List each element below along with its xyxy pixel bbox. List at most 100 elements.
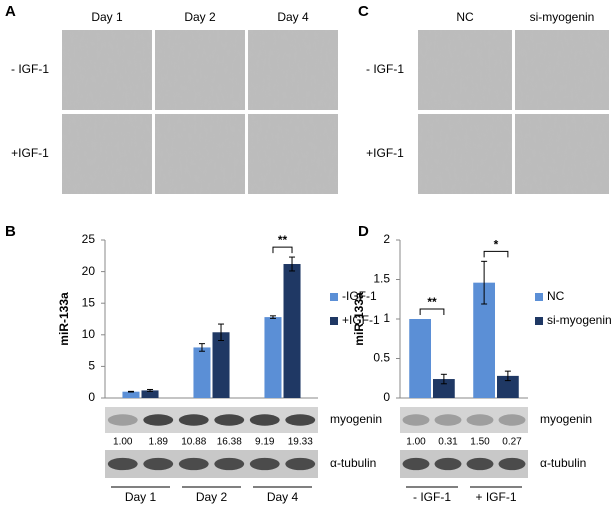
blot-band: [402, 457, 430, 471]
blot-band-label: myogenin: [330, 412, 382, 426]
legend-label: NC: [547, 289, 565, 303]
bar: [283, 264, 301, 398]
micrograph-texture: [418, 114, 512, 194]
panel-label: B: [5, 223, 16, 240]
micrograph-texture: [155, 30, 245, 110]
blot-band: [466, 414, 494, 426]
y-tick-label: 0.5: [373, 351, 390, 365]
x-tick-label: Day 2: [196, 490, 228, 504]
column-label: Day 1: [91, 10, 123, 24]
blot-quantity: 10.88: [181, 437, 206, 448]
micrograph-texture: [62, 30, 152, 110]
blot-quantity: 1.89: [149, 437, 169, 448]
bar: [193, 347, 211, 398]
blot-band: [178, 414, 209, 426]
column-label: Day 2: [184, 10, 216, 24]
significance-bracket: [483, 250, 509, 258]
blot-quantity: 16.38: [217, 437, 242, 448]
y-axis-label: miR-133a: [57, 292, 71, 346]
x-tick-label: + IGF-1: [475, 490, 516, 504]
blot-strip: [105, 407, 318, 433]
bar: [264, 317, 282, 398]
x-tick-label: Day 4: [267, 490, 299, 504]
blot-band: [285, 414, 316, 426]
blot-quantity: 1.00: [113, 437, 133, 448]
bar: [141, 390, 159, 398]
blot-band: [143, 414, 174, 426]
significance-label: **: [278, 233, 288, 247]
column-label: Day 4: [277, 10, 309, 24]
blot-band-label: myogenin: [540, 412, 592, 426]
panel-label: C: [358, 3, 369, 20]
blot-band: [434, 457, 462, 471]
legend-swatch: [535, 317, 543, 325]
blot-band: [178, 457, 209, 471]
bar: [433, 379, 455, 398]
y-tick-label: 25: [82, 232, 96, 246]
blot-band: [249, 414, 280, 426]
micrograph-texture: [515, 30, 609, 110]
blot-band: [466, 457, 494, 471]
blot-band-label: α-tubulin: [330, 456, 376, 470]
blot-band: [143, 457, 174, 471]
x-tick-label: - IGF-1: [413, 490, 451, 504]
y-tick-label: 15: [82, 295, 96, 309]
blot-band: [285, 457, 316, 471]
micrograph-texture: [62, 114, 152, 194]
blot-quantity: 19.33: [288, 437, 313, 448]
row-label: +IGF-1: [366, 146, 404, 160]
micrograph-texture: [248, 114, 338, 194]
blot-band: [107, 457, 138, 471]
blot-strip: [400, 407, 528, 433]
row-label: - IGF-1: [366, 62, 404, 76]
blot-band: [402, 414, 430, 426]
blot-quantity: 1.00: [406, 437, 426, 448]
legend-swatch: [535, 293, 543, 301]
significance-bracket: [419, 308, 445, 315]
blot-band: [498, 457, 526, 471]
blot-band: [434, 414, 462, 426]
panel-label: A: [5, 3, 16, 20]
significance-bracket: [272, 246, 293, 254]
blot-band-label: α-tubulin: [540, 456, 586, 470]
column-label: NC: [456, 10, 474, 24]
y-tick-label: 2: [383, 232, 390, 246]
bar: [497, 375, 519, 398]
row-label: +IGF-1: [11, 146, 49, 160]
blot-band: [214, 457, 245, 471]
bar: [473, 282, 495, 398]
bar: [122, 391, 140, 398]
legend-label: si-myogenin: [547, 313, 612, 327]
y-tick-label: 0: [88, 390, 95, 404]
blot-quantity: 0.31: [438, 437, 458, 448]
significance-label: **: [427, 295, 437, 309]
blot-band: [214, 414, 245, 426]
micrograph-texture: [248, 30, 338, 110]
blot-band: [498, 414, 526, 426]
legend-swatch: [330, 317, 338, 325]
legend-label: -IGF-1: [342, 289, 377, 303]
column-label: si-myogenin: [530, 10, 595, 24]
row-label: - IGF-1: [11, 62, 49, 76]
micrograph-texture: [515, 114, 609, 194]
bar: [409, 319, 431, 398]
micrograph-texture: [155, 114, 245, 194]
bar: [212, 332, 230, 398]
y-tick-label: 5: [88, 359, 95, 373]
y-tick-label: 1: [383, 311, 390, 325]
legend-swatch: [330, 293, 338, 301]
x-tick-label: Day 1: [125, 490, 157, 504]
blot-band: [107, 414, 138, 426]
y-tick-label: 0: [383, 390, 390, 404]
y-tick-label: 10: [82, 327, 96, 341]
blot-band: [249, 457, 280, 471]
y-tick-label: 1.5: [373, 272, 390, 286]
significance-label: *: [494, 238, 499, 252]
blot-quantity: 0.27: [502, 437, 522, 448]
blot-quantity: 9.19: [255, 437, 275, 448]
micrograph-texture: [418, 30, 512, 110]
panel-label: D: [358, 223, 369, 240]
y-tick-label: 20: [82, 264, 96, 278]
legend-label: +IGF-1: [342, 313, 380, 327]
